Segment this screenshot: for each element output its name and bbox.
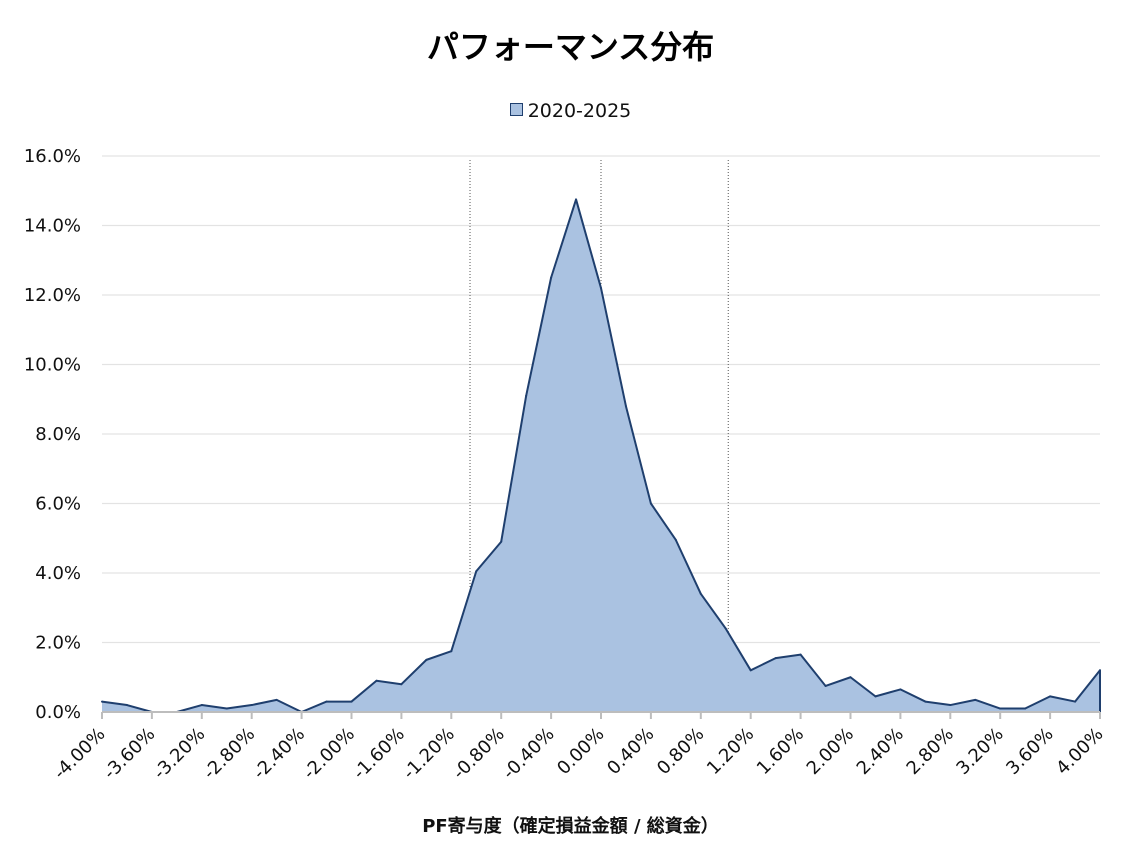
chart-title: パフォーマンス分布 xyxy=(426,28,715,66)
y-axis: 0.0% 2.0% 4.0% 6.0% 8.0% 10.0% 12.0% 14.0% 16.0% xyxy=(24,146,81,723)
data-point xyxy=(674,538,677,541)
y-tick-label: 10.0% xyxy=(24,355,81,376)
data-point xyxy=(799,653,802,656)
data-point xyxy=(849,676,852,679)
data-point xyxy=(425,658,428,661)
data-point xyxy=(375,679,378,682)
data-point xyxy=(749,669,752,672)
x-tick-label: -3.60% xyxy=(100,724,160,784)
y-tick-label: 2.0% xyxy=(35,633,81,654)
x-tick-label: 1.60% xyxy=(753,724,808,779)
y-tick-label: 12.0% xyxy=(24,285,81,306)
data-point xyxy=(999,707,1002,710)
data-point xyxy=(475,570,478,573)
legend-swatch xyxy=(509,103,523,116)
data-point xyxy=(450,650,453,653)
x-tick-label: -2.80% xyxy=(199,724,259,784)
data-point xyxy=(974,698,977,701)
series-area xyxy=(101,198,1101,713)
x-tick-label: -2.40% xyxy=(249,724,309,784)
data-point xyxy=(600,287,602,290)
area-fill xyxy=(102,199,1100,712)
x-tick-label: 3.20% xyxy=(952,724,1007,779)
x-tick-label: -1.60% xyxy=(349,724,409,784)
chart-legend: 2020-2025 xyxy=(0,100,1141,122)
data-point xyxy=(824,684,827,687)
x-tick-label: 0.80% xyxy=(653,724,708,779)
y-tick-label: 0.0% xyxy=(35,702,81,723)
y-tick-label: 4.0% xyxy=(35,563,81,584)
data-point xyxy=(874,695,877,698)
data-point xyxy=(500,540,503,543)
data-point xyxy=(1049,695,1052,698)
x-tick-label: 0.00% xyxy=(553,724,608,779)
x-tick-label: 3.60% xyxy=(1002,724,1057,779)
data-point xyxy=(225,707,228,710)
data-point xyxy=(350,700,353,703)
y-tick-label: 16.0% xyxy=(24,146,81,167)
x-axis: -4.00%-3.60%-3.20%-2.80%-2.40%-2.00%-1.6… xyxy=(50,711,1108,784)
data-point xyxy=(1074,700,1077,703)
x-tick-label: -0.40% xyxy=(499,724,559,784)
data-point xyxy=(1024,707,1027,710)
data-point xyxy=(250,704,253,707)
data-point xyxy=(699,592,702,595)
data-point xyxy=(575,198,578,201)
data-point xyxy=(774,657,777,660)
y-tick-label: 6.0% xyxy=(35,494,81,515)
x-axis-label: PF寄与度（確定損益金額 / 総資金） xyxy=(422,816,719,837)
x-tick-label: 0.40% xyxy=(603,724,658,779)
data-point xyxy=(899,688,902,691)
x-tick-label: -1.20% xyxy=(399,724,459,784)
data-point xyxy=(649,502,652,505)
x-tick-label: -2.00% xyxy=(299,724,359,784)
legend-label: 2020-2025 xyxy=(527,100,632,122)
data-point xyxy=(1099,669,1101,672)
x-tick-label: 2.00% xyxy=(803,724,858,779)
data-point xyxy=(624,405,627,408)
x-tick-label: 4.00% xyxy=(1052,724,1107,779)
data-point xyxy=(325,700,328,703)
data-point xyxy=(924,700,927,703)
data-point xyxy=(724,627,727,630)
data-point xyxy=(400,683,403,686)
data-point xyxy=(200,704,203,707)
series-line xyxy=(101,198,1101,713)
data-point xyxy=(125,704,128,707)
x-tick-label: 2.80% xyxy=(903,724,958,779)
data-point xyxy=(550,276,553,279)
x-tick-label: -0.80% xyxy=(449,724,509,784)
y-tick-label: 14.0% xyxy=(24,216,81,237)
x-tick-label: -3.20% xyxy=(149,724,209,784)
data-point xyxy=(525,394,528,397)
data-point xyxy=(101,700,103,703)
x-tick-label: 2.40% xyxy=(853,724,908,779)
y-tick-label: 8.0% xyxy=(35,424,81,445)
data-point xyxy=(275,698,278,701)
x-tick-label: -4.00% xyxy=(50,724,110,784)
data-point xyxy=(949,704,952,707)
x-tick-label: 1.20% xyxy=(703,724,758,779)
